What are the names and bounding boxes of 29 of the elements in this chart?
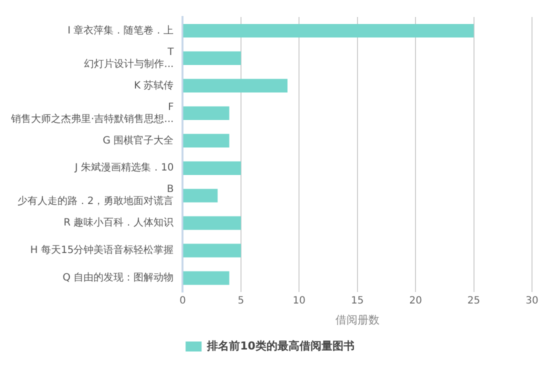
y-tick-label: T 幻灯片设计与制作... bbox=[84, 46, 175, 70]
bar bbox=[183, 134, 230, 148]
x-tick-label: 15 bbox=[350, 295, 364, 306]
x-axis-title: 借阅册数 bbox=[335, 313, 380, 326]
x-tick-label: 25 bbox=[467, 295, 480, 306]
y-tick-label: R 趣味小百科．人体知识 bbox=[64, 216, 174, 229]
y-tick-label: J 朱斌漫画精选集．10 bbox=[74, 162, 174, 174]
bar bbox=[183, 216, 241, 230]
x-tick-label: 0 bbox=[180, 295, 186, 306]
legend-label: 排名前10类的最高借阅量图书 bbox=[206, 339, 354, 352]
y-tick-label: K 苏轼传 bbox=[134, 79, 174, 92]
bar bbox=[183, 244, 241, 258]
y-tick-label: G 围棋官子大全 bbox=[102, 134, 174, 146]
x-tick-label: 5 bbox=[238, 295, 244, 306]
bar bbox=[183, 78, 288, 92]
bar bbox=[183, 24, 474, 38]
y-tick-label: I 章衣萍集．随笔卷．上 bbox=[68, 24, 174, 36]
bar bbox=[183, 188, 218, 202]
bar bbox=[183, 106, 230, 120]
x-tick-label: 20 bbox=[409, 295, 422, 306]
bar bbox=[183, 51, 241, 66]
x-tick-label: 10 bbox=[292, 295, 306, 306]
x-tick-label: 30 bbox=[526, 295, 538, 306]
bar bbox=[183, 271, 230, 285]
y-tick-label: H 每天15分钟美语音标轻松掌握 bbox=[30, 244, 174, 256]
y-tick-label: B 少有人走的路．2，勇敢地面对谎言 bbox=[17, 184, 174, 208]
y-tick-label: F 销售大师之杰弗里·吉特默销售思想... bbox=[10, 102, 174, 125]
bar bbox=[183, 161, 241, 175]
y-tick-label: Q 自由的发现：图解动物 bbox=[62, 272, 174, 284]
